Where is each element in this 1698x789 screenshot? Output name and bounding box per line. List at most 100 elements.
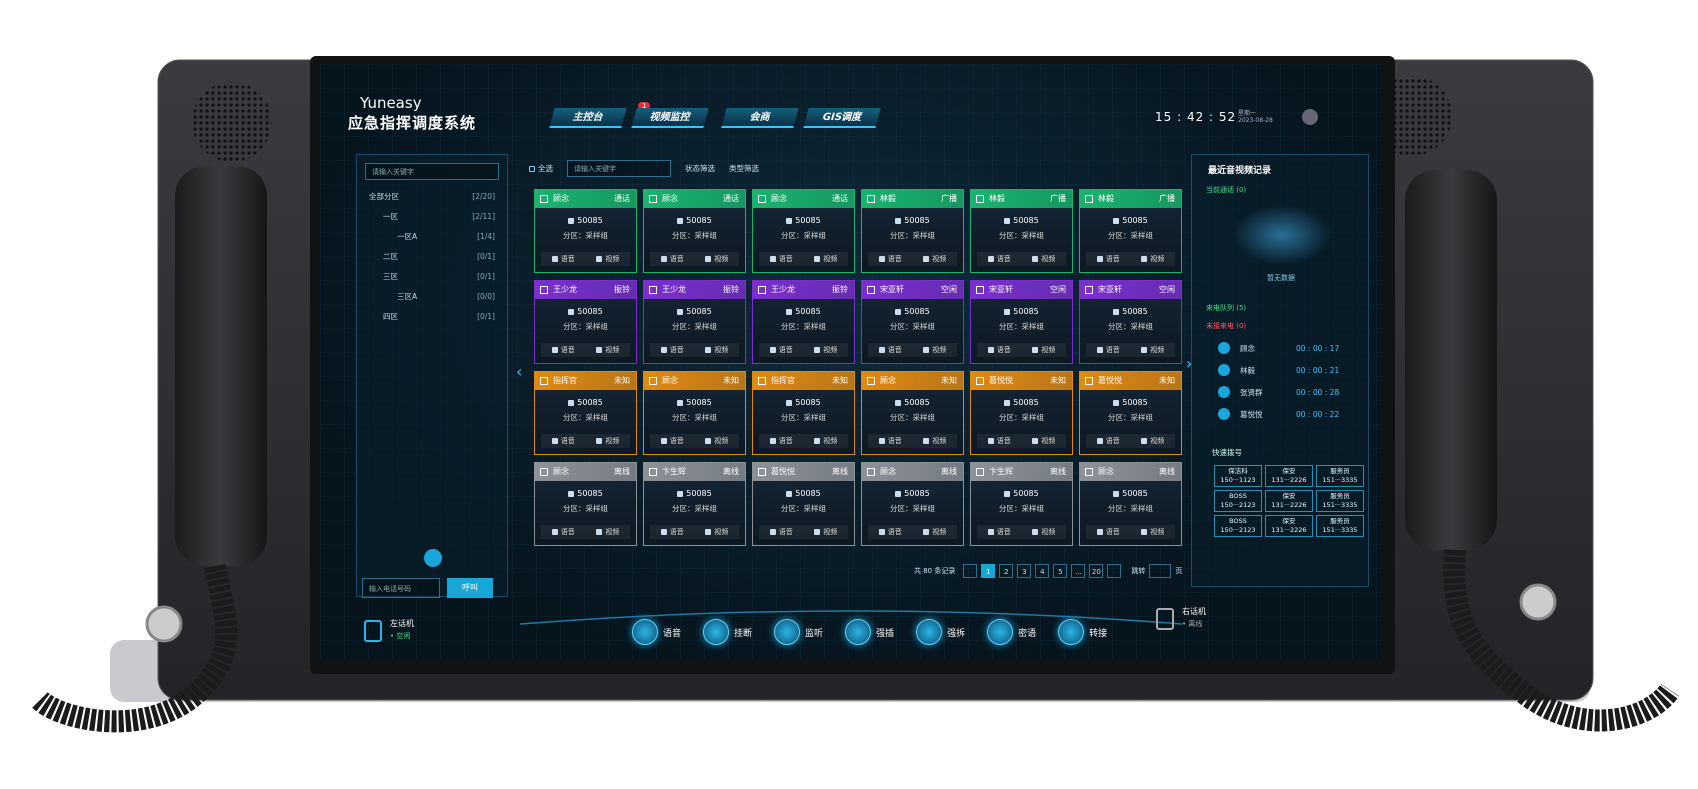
card-action[interactable]: 语音	[878, 436, 902, 446]
checkbox[interactable]	[867, 286, 875, 294]
action-button[interactable]: 密语	[987, 619, 1036, 645]
avatar[interactable]	[1302, 109, 1318, 125]
tree-node[interactable]: 三区A [0/0]	[363, 287, 503, 307]
card-action[interactable]: 语音	[769, 254, 793, 264]
card-action[interactable]: 视频	[923, 254, 946, 264]
type-filter[interactable]: 类型筛选	[729, 164, 759, 173]
card-action[interactable]: 视频	[814, 254, 837, 264]
quick-item[interactable]: BOSS 150···2123	[1214, 490, 1262, 512]
checkbox[interactable]	[540, 377, 548, 385]
device-card[interactable]: 王少龙 振铃 50085 分区：采样组 语音 视频	[534, 280, 637, 364]
checkbox[interactable]	[867, 195, 875, 203]
device-card[interactable]: 葛悦悦 离线 50085 分区：采样组 语音 视频	[752, 462, 855, 546]
prev-page[interactable]	[963, 564, 978, 578]
card-action[interactable]: 语音	[1096, 527, 1120, 537]
action-button[interactable]: 挂断	[703, 619, 752, 645]
card-action[interactable]: 语音	[987, 254, 1011, 264]
checkbox[interactable]	[540, 286, 548, 294]
checkbox[interactable]	[758, 286, 766, 294]
device-card[interactable]: 顾念 离线 50085 分区：采样组 语音 视频	[534, 462, 637, 546]
device-card[interactable]: 林毅 广播 50085 分区：采样组 语音 视频	[1079, 189, 1182, 273]
page[interactable]: 3	[1017, 564, 1032, 578]
card-action[interactable]: 视频	[705, 254, 728, 264]
next-page[interactable]	[1107, 564, 1122, 578]
card-action[interactable]: 语音	[769, 436, 793, 446]
card-action[interactable]: 语音	[987, 345, 1011, 355]
checkbox[interactable]	[649, 377, 657, 385]
quick-item[interactable]: 服务员 151···3335	[1316, 515, 1364, 537]
next-arrow[interactable]: ›	[1186, 354, 1193, 373]
card-action[interactable]: 视频	[705, 436, 728, 446]
card-action[interactable]: 语音	[660, 254, 684, 264]
device-card[interactable]: 宋亚轩 空闲 50085 分区：采样组 语音 视频	[970, 280, 1073, 364]
device-card[interactable]: 宋亚轩 空闲 50085 分区：采样组 语音 视频	[1079, 280, 1182, 364]
card-action[interactable]: 语音	[660, 436, 684, 446]
checkbox[interactable]	[1085, 468, 1093, 476]
device-card[interactable]: 顾念 未知 50085 分区：采样组 语音 视频	[643, 371, 746, 455]
quick-item[interactable]: BOSS 150···2123	[1214, 515, 1262, 537]
checkbox[interactable]	[649, 286, 657, 294]
checkbox[interactable]	[976, 286, 984, 294]
card-action[interactable]: 语音	[878, 345, 902, 355]
nav-tab[interactable]: GIS调度	[803, 108, 881, 128]
jump-input[interactable]	[1149, 564, 1172, 578]
card-action[interactable]: 语音	[878, 254, 902, 264]
card-action[interactable]: 视频	[923, 345, 946, 355]
device-card[interactable]: 顾念 离线 50085 分区：采样组 语音 视频	[1079, 462, 1182, 546]
action-button[interactable]: 语音	[632, 619, 681, 645]
card-action[interactable]: 语音	[551, 345, 575, 355]
action-button[interactable]: 强拆	[916, 619, 965, 645]
card-action[interactable]: 视频	[814, 345, 837, 355]
device-card[interactable]: 宋亚轩 空闲 50085 分区：采样组 语音 视频	[861, 280, 964, 364]
device-card[interactable]: 顾念 通话 50085 分区：采样组 语音 视频	[752, 189, 855, 273]
card-search[interactable]: 请输入关键字	[567, 160, 671, 177]
nav-tab[interactable]: 主控台	[549, 108, 627, 128]
prev-arrow[interactable]: ‹	[516, 362, 523, 381]
tree-node[interactable]: 全部分区 [2/20]	[363, 187, 503, 207]
card-action[interactable]: 视频	[596, 254, 619, 264]
device-card[interactable]: 林毅 广播 50085 分区：采样组 语音 视频	[970, 189, 1073, 273]
checkbox[interactable]	[758, 468, 766, 476]
checkbox[interactable]	[867, 377, 875, 385]
tree-node[interactable]: 四区 [0/1]	[363, 307, 503, 327]
quick-item[interactable]: 保安 131···2226	[1265, 515, 1313, 537]
device-card[interactable]: 顾念 通话 50085 分区：采样组 语音 视频	[643, 189, 746, 273]
device-card[interactable]: 林毅 广播 50085 分区：采样组 语音 视频	[861, 189, 964, 273]
card-action[interactable]: 语音	[987, 527, 1011, 537]
page[interactable]: 20	[1089, 564, 1104, 578]
card-action[interactable]: 视频	[814, 527, 837, 537]
page[interactable]: 5	[1053, 564, 1068, 578]
quick-item[interactable]: 服务员 151···3335	[1316, 490, 1364, 512]
checkbox[interactable]	[867, 468, 875, 476]
page[interactable]: ...	[1071, 564, 1086, 578]
card-action[interactable]: 语音	[769, 527, 793, 537]
checkbox[interactable]	[1085, 195, 1093, 203]
card-action[interactable]: 视频	[1141, 254, 1164, 264]
quick-item[interactable]: 保安 131···2226	[1265, 465, 1313, 487]
quick-item[interactable]: 保洁科 150···1123	[1214, 465, 1262, 487]
action-button[interactable]: 转接	[1058, 619, 1107, 645]
checkbox[interactable]	[976, 377, 984, 385]
card-action[interactable]: 视频	[1141, 345, 1164, 355]
page[interactable]: 4	[1035, 564, 1050, 578]
card-action[interactable]: 视频	[1032, 254, 1055, 264]
card-action[interactable]: 视频	[923, 527, 946, 537]
device-card[interactable]: 卞生辉 离线 50085 分区：采样组 语音 视频	[643, 462, 746, 546]
device-card[interactable]: 指挥官 未知 50085 分区：采样组 语音 视频	[534, 371, 637, 455]
tree-node[interactable]: 一区A [1/4]	[363, 227, 503, 247]
action-button[interactable]: 强插	[845, 619, 894, 645]
card-action[interactable]: 语音	[1096, 254, 1120, 264]
checkbox[interactable]	[649, 468, 657, 476]
card-action[interactable]: 视频	[705, 527, 728, 537]
checkbox[interactable]	[540, 195, 548, 203]
select-all[interactable]: 全选	[529, 163, 553, 174]
device-card[interactable]: 王少龙 振铃 50085 分区：采样组 语音 视频	[643, 280, 746, 364]
tree-search[interactable]: 请输入关键字	[365, 163, 499, 180]
checkbox[interactable]	[976, 195, 984, 203]
card-action[interactable]: 视频	[1032, 345, 1055, 355]
checkbox[interactable]	[649, 195, 657, 203]
status-filter[interactable]: 状态筛选	[685, 164, 715, 173]
card-action[interactable]: 语音	[551, 527, 575, 537]
phone-input[interactable]: 输入电话号码	[362, 578, 440, 598]
card-action[interactable]: 语音	[1096, 345, 1120, 355]
